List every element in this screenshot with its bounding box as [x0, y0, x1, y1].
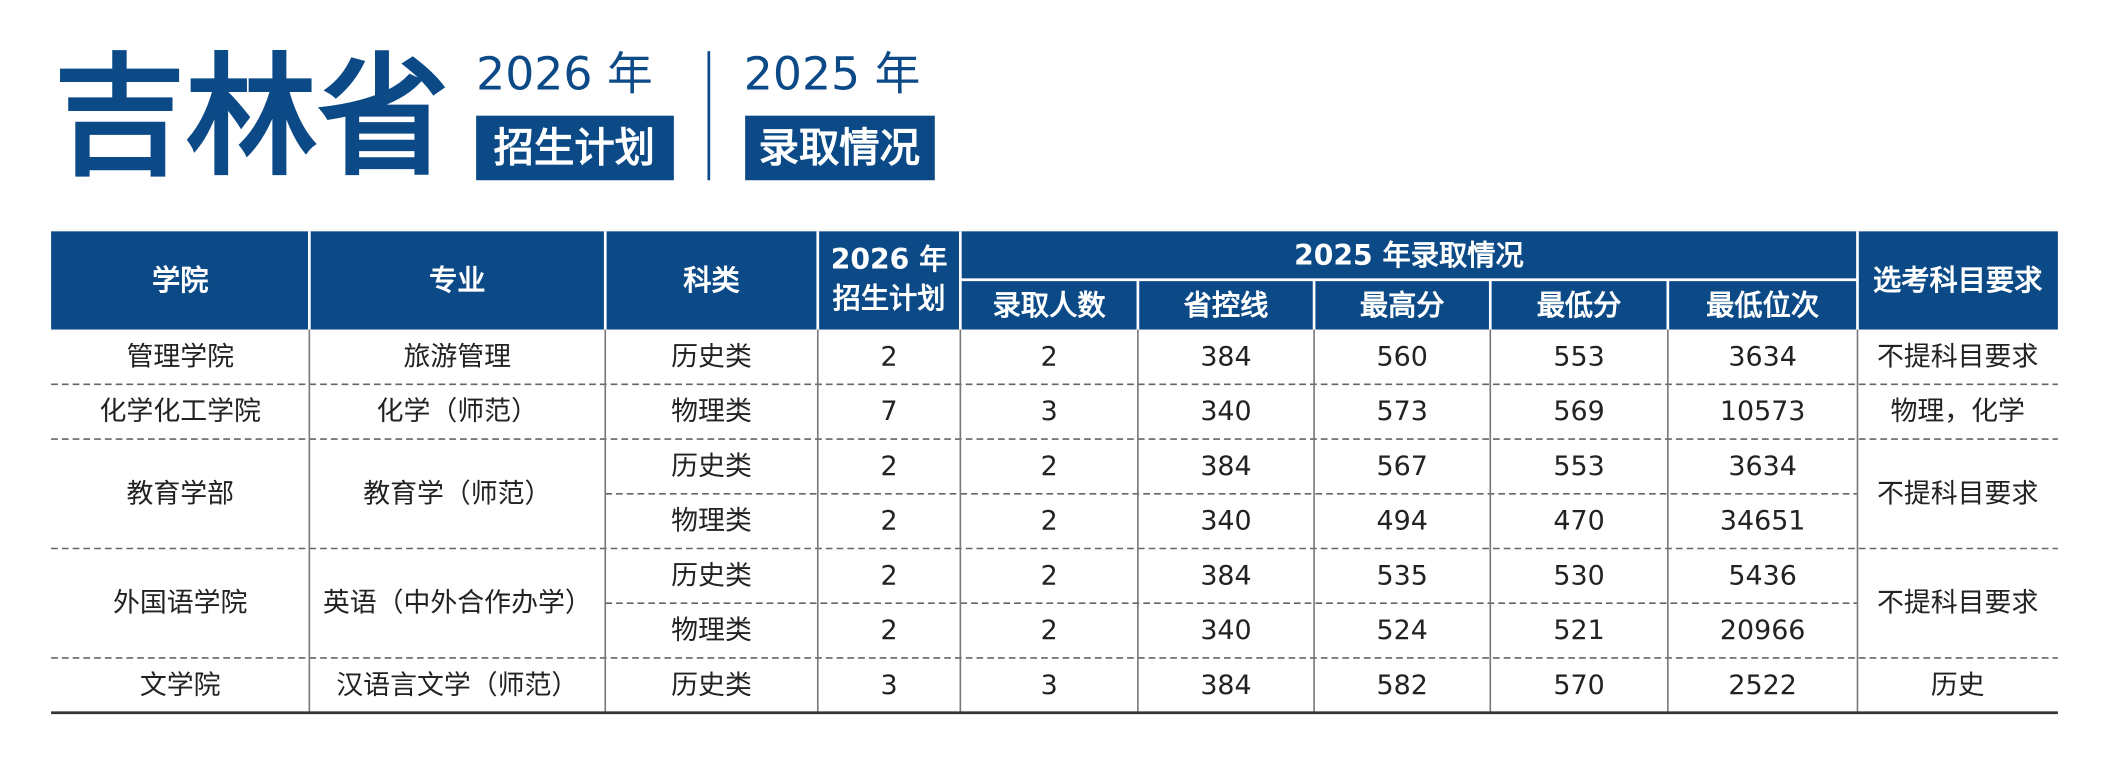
number-cell: 384: [1200, 451, 1251, 482]
category-cell: 历史类: [671, 341, 752, 372]
column-header: 录取人数: [993, 289, 1107, 322]
requirement-cell: 不提科目要求: [1877, 341, 2038, 372]
number-cell: 2: [881, 506, 898, 537]
number-cell: 2: [1041, 506, 1058, 537]
number-cell: 535: [1377, 560, 1428, 591]
number-cell: 2: [881, 341, 898, 372]
number-cell: 570: [1553, 670, 1604, 701]
number-cell: 384: [1200, 560, 1251, 591]
column-header: 最低分: [1537, 289, 1622, 322]
college-cell: 化学化工学院: [100, 396, 261, 427]
category-cell: 历史类: [671, 560, 752, 591]
number-cell: 573: [1377, 396, 1428, 427]
column-header: 专业: [429, 264, 485, 297]
column-header: 最低位次: [1706, 289, 1820, 322]
major-cell: 化学（师范）: [377, 396, 538, 427]
plan-box: [476, 115, 674, 181]
column-header: 科类: [683, 264, 740, 297]
number-cell: 524: [1377, 615, 1428, 646]
column-header: 学院: [152, 264, 208, 297]
number-cell: 470: [1553, 506, 1604, 537]
number-cell: 582: [1377, 670, 1428, 701]
number-cell: 569: [1553, 396, 1604, 427]
plan-label: 招生计划: [494, 124, 655, 171]
number-cell: 553: [1553, 451, 1604, 482]
college-cell: 文学院: [140, 670, 221, 701]
number-cell: 567: [1377, 451, 1428, 482]
requirement-cell: 物理，化学: [1890, 396, 2024, 427]
number-cell: 384: [1200, 670, 1251, 701]
requirement-cell: 历史: [1931, 670, 1985, 701]
major-cell: 旅游管理: [404, 341, 512, 372]
number-cell: 3: [1041, 670, 1058, 701]
college-cell: 管理学院: [126, 341, 234, 372]
college-cell: 教育学部: [126, 478, 234, 509]
column-header: 最高分: [1360, 289, 1445, 322]
number-cell: 340: [1200, 506, 1251, 537]
number-cell: 530: [1553, 560, 1604, 591]
number-cell: 2: [881, 560, 898, 591]
major-cell: 教育学（师范）: [363, 478, 551, 509]
number-cell: 340: [1200, 615, 1251, 646]
category-cell: 物理类: [671, 396, 752, 427]
category-cell: 历史类: [671, 451, 752, 482]
requirement-cell: 不提科目要求: [1877, 478, 2038, 509]
number-cell: 384: [1200, 341, 1251, 372]
number-cell: 2: [881, 615, 898, 646]
number-cell: 34651: [1720, 506, 1806, 537]
column-header: 2026 年: [831, 243, 948, 276]
number-cell: 2: [1041, 451, 1058, 482]
admission-box: [745, 115, 935, 181]
number-cell: 2: [1041, 341, 1058, 372]
number-cell: 7: [881, 396, 898, 427]
number-cell: 3634: [1728, 451, 1796, 482]
column-header: 2025 年录取情况: [1294, 239, 1524, 272]
number-cell: 2522: [1728, 670, 1796, 701]
admission-year: 2025 年: [744, 47, 921, 100]
number-cell: 2: [1041, 615, 1058, 646]
major-cell: 汉语言文学（师范）: [336, 670, 578, 701]
number-cell: 2: [881, 451, 898, 482]
plan-year: 2026 年: [476, 47, 653, 100]
column-header: 省控线: [1184, 289, 1269, 322]
category-cell: 物理类: [671, 506, 752, 537]
number-cell: 340: [1200, 396, 1251, 427]
column-header: 选考科目要求: [1873, 264, 2043, 297]
number-cell: 20966: [1720, 615, 1806, 646]
province-title: 吉林省: [54, 42, 449, 195]
number-cell: 5436: [1728, 560, 1796, 591]
number-cell: 494: [1377, 506, 1428, 537]
number-cell: 3634: [1728, 341, 1796, 372]
column-header: 招生计划: [833, 282, 946, 315]
major-cell: 英语（中外合作办学）: [323, 588, 592, 619]
number-cell: 553: [1553, 341, 1604, 372]
category-cell: 历史类: [671, 670, 752, 701]
number-cell: 10573: [1720, 396, 1806, 427]
number-cell: 3: [881, 670, 898, 701]
number-cell: 2: [1041, 560, 1058, 591]
number-cell: 560: [1377, 341, 1428, 372]
admission-label: 录取情况: [759, 124, 920, 171]
number-cell: 521: [1553, 615, 1604, 646]
requirement-cell: 不提科目要求: [1877, 588, 2038, 619]
number-cell: 3: [1041, 396, 1058, 427]
college-cell: 外国语学院: [113, 588, 247, 619]
category-cell: 物理类: [671, 615, 752, 646]
